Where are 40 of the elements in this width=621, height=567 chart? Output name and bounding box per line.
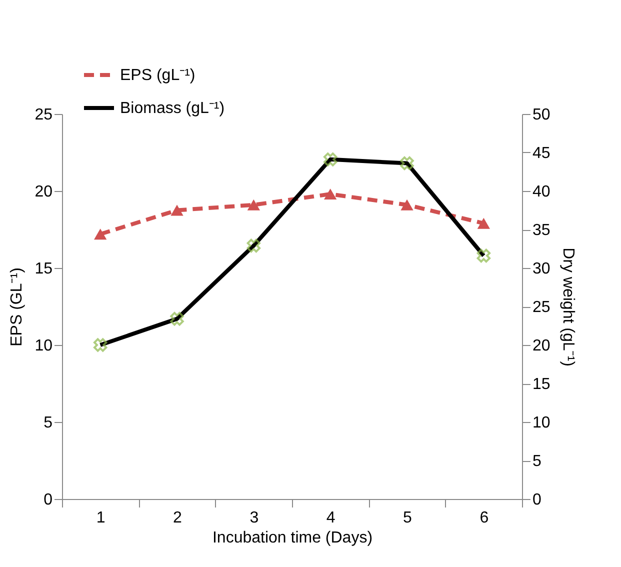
y-tick-label: 10 (34, 338, 53, 354)
y-tick-label: 5 (44, 414, 53, 432)
legend-label: Biomass (gL⁻¹) (120, 100, 225, 117)
y2-tick-label: 15 (532, 376, 550, 393)
x-axis-title: Incubation time (Days) (212, 530, 373, 546)
point (477, 218, 490, 229)
point (170, 204, 184, 216)
point (94, 228, 107, 240)
y-tick-label: 25 (34, 106, 53, 124)
point (93, 338, 108, 352)
point (400, 156, 414, 170)
y-tick-label: 15 (34, 260, 53, 278)
y2-axis-title: Dry weight (gL⁻¹) (559, 248, 576, 366)
y-tick-label: 20 (34, 184, 53, 200)
y2-tick-label: 5 (532, 453, 542, 470)
x-tick-label: 2 (173, 510, 182, 526)
point (324, 188, 337, 200)
y2-tick-label: 35 (532, 222, 550, 239)
y2-tick-label: 10 (532, 414, 550, 432)
legend-label: EPS (gL⁻¹) (120, 67, 196, 84)
x-tick-label: 5 (403, 510, 412, 526)
y2-tick-label: 50 (532, 106, 550, 124)
point (476, 248, 491, 263)
point (400, 199, 414, 210)
point (247, 199, 260, 210)
y2-tick-label: 45 (532, 145, 550, 162)
y2-tick-label: 40 (532, 184, 550, 200)
y2-tick-label: 20 (532, 338, 550, 354)
x-tick-label: 1 (96, 510, 106, 526)
point (170, 312, 184, 326)
y-axis-title: EPS (GL⁻¹) (8, 268, 26, 346)
x-tick-label: 3 (250, 510, 259, 526)
point (246, 238, 261, 253)
x-tick-label: 4 (326, 510, 336, 526)
y2-tick-label: 25 (532, 299, 550, 316)
y2-tick-label: 0 (532, 492, 542, 508)
y-tick-label: 0 (44, 492, 53, 508)
x-tick-label: 6 (480, 510, 489, 526)
y2-tick-label: 30 (532, 260, 550, 278)
point (323, 152, 338, 166)
